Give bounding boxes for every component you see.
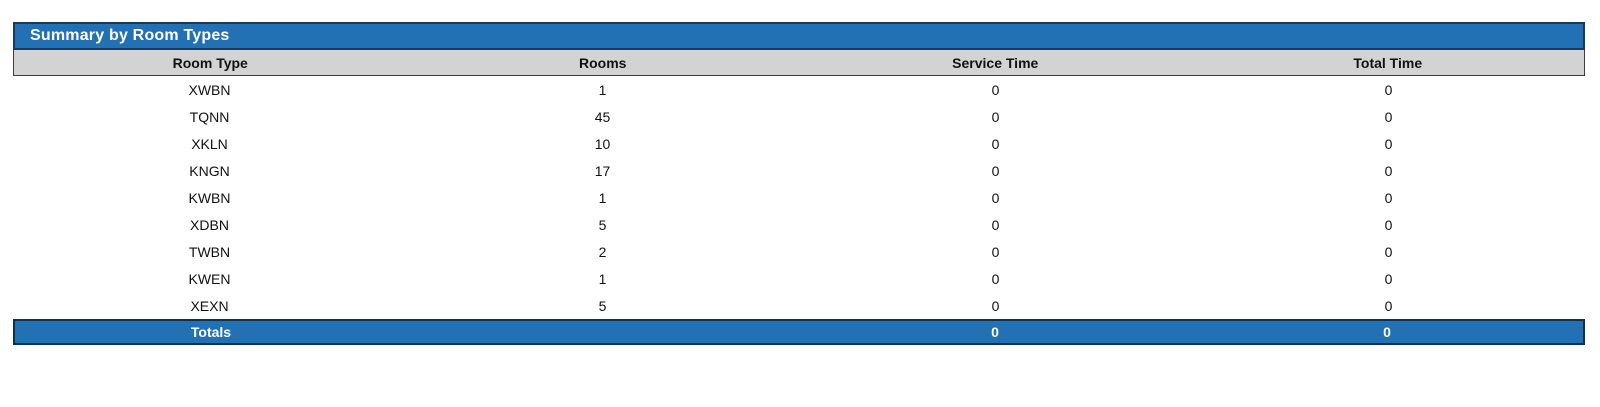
totals-label: Totals: [190, 324, 232, 340]
cell-room-type: XKLN: [191, 135, 228, 152]
totals-service-time: 0: [991, 324, 999, 340]
table-row: KWBN 1 0 0: [13, 184, 1585, 211]
cell-service-time: 0: [991, 162, 1000, 179]
cell-rooms: 45: [594, 108, 611, 125]
totals-row: Totals 0 0: [13, 319, 1585, 345]
cell-total-time: 0: [1384, 135, 1393, 152]
cell-rooms: 10: [594, 135, 611, 152]
cell-total-time: 0: [1384, 216, 1393, 233]
cell-service-time: 0: [991, 270, 1000, 287]
table-row: TWBN 2 0 0: [13, 238, 1585, 265]
table-row: KWEN 1 0 0: [13, 265, 1585, 292]
table-title: Summary by Room Types: [30, 27, 230, 44]
cell-total-time: 0: [1384, 162, 1393, 179]
totals-total-time: 0: [1383, 324, 1391, 340]
cell-service-time: 0: [991, 81, 1000, 98]
cell-total-time: 0: [1384, 108, 1393, 125]
table-row: KNGN 17 0 0: [13, 157, 1585, 184]
table-row: XWBN 1 0 0: [13, 76, 1585, 103]
table-title-bar: Summary by Room Types: [13, 22, 1585, 50]
cell-rooms: 1: [598, 189, 607, 206]
cell-service-time: 0: [991, 297, 1000, 314]
table-row: XKLN 10 0 0: [13, 130, 1585, 157]
cell-total-time: 0: [1384, 297, 1393, 314]
column-header-room-type: Room Type: [172, 54, 248, 71]
cell-total-time: 0: [1384, 243, 1393, 260]
cell-rooms: 5: [598, 297, 607, 314]
cell-room-type: XWBN: [188, 81, 231, 98]
column-header-total-time: Total Time: [1353, 54, 1423, 71]
column-header-row: Room Type Rooms Service Time Total Time: [13, 50, 1585, 76]
cell-total-time: 0: [1384, 81, 1393, 98]
cell-room-type: TWBN: [188, 243, 231, 260]
cell-room-type: KNGN: [189, 162, 230, 179]
cell-room-type: KWBN: [188, 189, 231, 206]
cell-room-type: TQNN: [189, 108, 230, 125]
table-row: TQNN 45 0 0: [13, 103, 1585, 130]
cell-rooms: 5: [598, 216, 607, 233]
cell-rooms: 2: [598, 243, 607, 260]
column-header-service-time: Service Time: [952, 54, 1039, 71]
cell-service-time: 0: [991, 108, 1000, 125]
cell-room-type: XEXN: [190, 297, 229, 314]
cell-rooms: 17: [594, 162, 611, 179]
cell-service-time: 0: [991, 189, 1000, 206]
cell-total-time: 0: [1384, 189, 1393, 206]
cell-room-type: KWEN: [188, 270, 231, 287]
cell-service-time: 0: [991, 243, 1000, 260]
cell-rooms: 1: [598, 270, 607, 287]
table-row: XEXN 5 0 0: [13, 292, 1585, 319]
cell-service-time: 0: [991, 216, 1000, 233]
column-header-rooms: Rooms: [579, 54, 627, 71]
cell-rooms: 1: [598, 81, 607, 98]
cell-total-time: 0: [1384, 270, 1393, 287]
cell-room-type: XDBN: [190, 216, 229, 233]
summary-by-room-types-table: Summary by Room Types Room Type Rooms Se…: [13, 22, 1585, 345]
cell-service-time: 0: [991, 135, 1000, 152]
table-row: XDBN 5 0 0: [13, 211, 1585, 238]
